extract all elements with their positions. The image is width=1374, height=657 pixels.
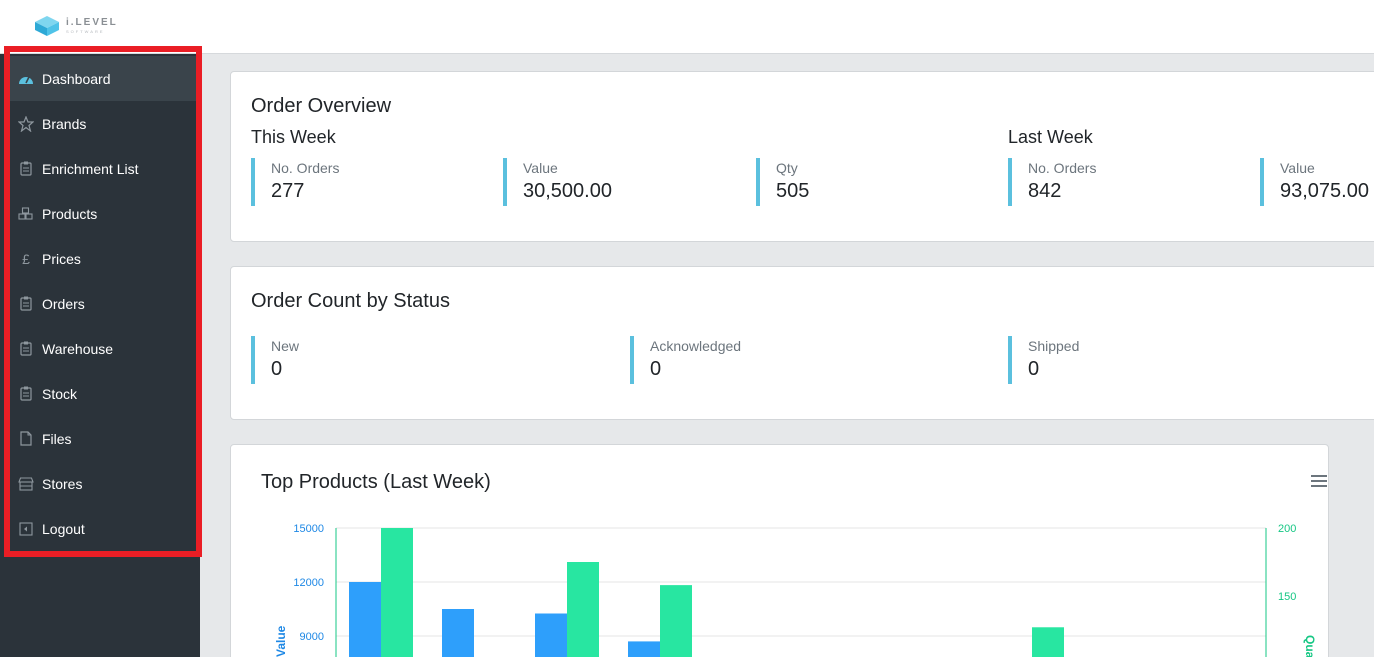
sidebar-item-stock[interactable]: Stock — [10, 371, 196, 416]
value-bar — [535, 613, 567, 657]
chart-menu-icon[interactable] — [1311, 475, 1327, 490]
pound-icon: £ — [22, 250, 30, 267]
sidebar-item-label: Logout — [42, 520, 85, 537]
sidebar-item-enrichment-list[interactable]: Enrichment List — [10, 146, 196, 191]
stat-label: Acknowledged — [650, 338, 742, 354]
sidebar-item-prices[interactable]: £ Prices — [10, 236, 196, 281]
this-week-value-stat: Value 30,500.00 — [503, 158, 612, 206]
order-overview-title: Order Overview — [251, 95, 392, 117]
order-status-title: Order Count by Status — [251, 290, 450, 312]
sidebar-item-label: Enrichment List — [42, 160, 139, 177]
stat-value: 277 — [271, 180, 305, 202]
file-icon — [18, 431, 34, 447]
sidebar-item-label: Products — [42, 205, 98, 222]
value-bar — [442, 609, 474, 657]
right-axis-tick-label: 200 — [1278, 523, 1296, 535]
logo[interactable]: i.LEVEL SOFTWARE — [32, 12, 132, 42]
sidebar-item-brands[interactable]: Brands — [10, 101, 196, 146]
quantity-bar — [567, 562, 599, 657]
sidebar-item-dashboard[interactable]: Dashboard — [10, 56, 196, 101]
boxes-icon — [18, 206, 34, 222]
stat-label: Value — [523, 160, 558, 176]
quantity-bar — [381, 528, 413, 657]
star-icon — [18, 115, 34, 132]
sidebar-item-label: Files — [42, 430, 72, 447]
gauge-icon — [18, 71, 34, 87]
this-week-orders-stat: No. Orders 277 — [251, 158, 339, 206]
stat-label: Shipped — [1028, 338, 1080, 354]
stat-value: 0 — [1028, 358, 1040, 380]
sidebar-item-logout[interactable]: Logout — [10, 506, 196, 551]
stat-value: 0 — [271, 358, 283, 380]
stat-value: 30,500.00 — [523, 180, 612, 202]
status-new-stat: New 0 — [251, 336, 299, 384]
sidebar-item-warehouse[interactable]: Warehouse — [10, 326, 196, 371]
sidebar-item-label: Prices — [42, 250, 81, 267]
stat-label: Qty — [776, 160, 798, 176]
order-status-card: Order Count by Status New 0 Acknowledged… — [230, 266, 1374, 420]
stat-label: Value — [1280, 160, 1315, 176]
logo-text: i.LEVEL — [66, 17, 118, 28]
stat-label: New — [271, 338, 300, 354]
sidebar-item-files[interactable]: Files — [10, 416, 196, 461]
stat-label: No. Orders — [271, 160, 340, 176]
left-axis-tick-label: 15000 — [293, 523, 324, 535]
stat-value: 842 — [1028, 180, 1062, 202]
stat-value: 505 — [776, 180, 810, 202]
sidebar-item-label: Orders — [42, 295, 85, 312]
top-products-chart: 9000 12000 15000 150 200 Value Quantity — [274, 523, 1317, 657]
quantity-bar — [660, 585, 692, 657]
clipboard-icon — [18, 161, 34, 177]
clipboard-icon — [18, 386, 34, 402]
sidebar-item-label: Stock — [42, 385, 78, 402]
top-products-title: Top Products (Last Week) — [261, 471, 491, 493]
status-shipped-stat: Shipped 0 — [1008, 336, 1079, 384]
quantity-bar — [1032, 627, 1064, 657]
stat-label: No. Orders — [1028, 160, 1097, 176]
sidebar-item-label: Stores — [42, 475, 83, 492]
logout-icon — [18, 521, 34, 537]
right-axis-title: Quantity — [1303, 635, 1317, 657]
sidebar-nav: Dashboard Brands Enrichment List Product… — [10, 56, 196, 551]
right-axis-tick-label: 150 — [1278, 591, 1296, 603]
logo-subtext: SOFTWARE — [66, 29, 105, 34]
status-acknowledged-stat: Acknowledged 0 — [630, 336, 741, 384]
top-bar: i.LEVEL SOFTWARE — [0, 0, 1374, 54]
last-week-value-stat: Value 93,075.00 — [1260, 158, 1369, 206]
logo-cube-icon — [35, 16, 59, 36]
value-bar — [349, 582, 381, 657]
this-week-qty-stat: Qty 505 — [756, 158, 809, 206]
stat-value: 93,075.00 — [1280, 180, 1369, 202]
sidebar-item-label: Brands — [42, 115, 87, 132]
stat-value: 0 — [650, 358, 662, 380]
store-icon — [18, 476, 34, 492]
this-week-title: This Week — [251, 127, 336, 147]
last-week-orders-stat: No. Orders 842 — [1008, 158, 1096, 206]
sidebar-item-stores[interactable]: Stores — [10, 461, 196, 506]
sidebar-item-orders[interactable]: Orders — [10, 281, 196, 326]
left-axis-title: Value — [274, 625, 288, 657]
top-products-card: Top Products (Last Week) 9000 12000 15000 1… — [230, 444, 1329, 657]
last-week-title: Last Week — [1008, 127, 1093, 147]
sidebar-item-label: Warehouse — [42, 340, 114, 357]
value-bar — [628, 641, 660, 657]
clipboard-icon — [18, 341, 34, 357]
left-axis-tick-label: 12000 — [293, 577, 324, 589]
sidebar-item-label: Dashboard — [42, 70, 111, 87]
left-axis-tick-label: 9000 — [300, 631, 324, 643]
clipboard-icon — [18, 296, 34, 312]
order-overview-card: Order Overview This Week Last Week No. O… — [230, 71, 1374, 242]
sidebar-item-products[interactable]: Products — [10, 191, 196, 236]
